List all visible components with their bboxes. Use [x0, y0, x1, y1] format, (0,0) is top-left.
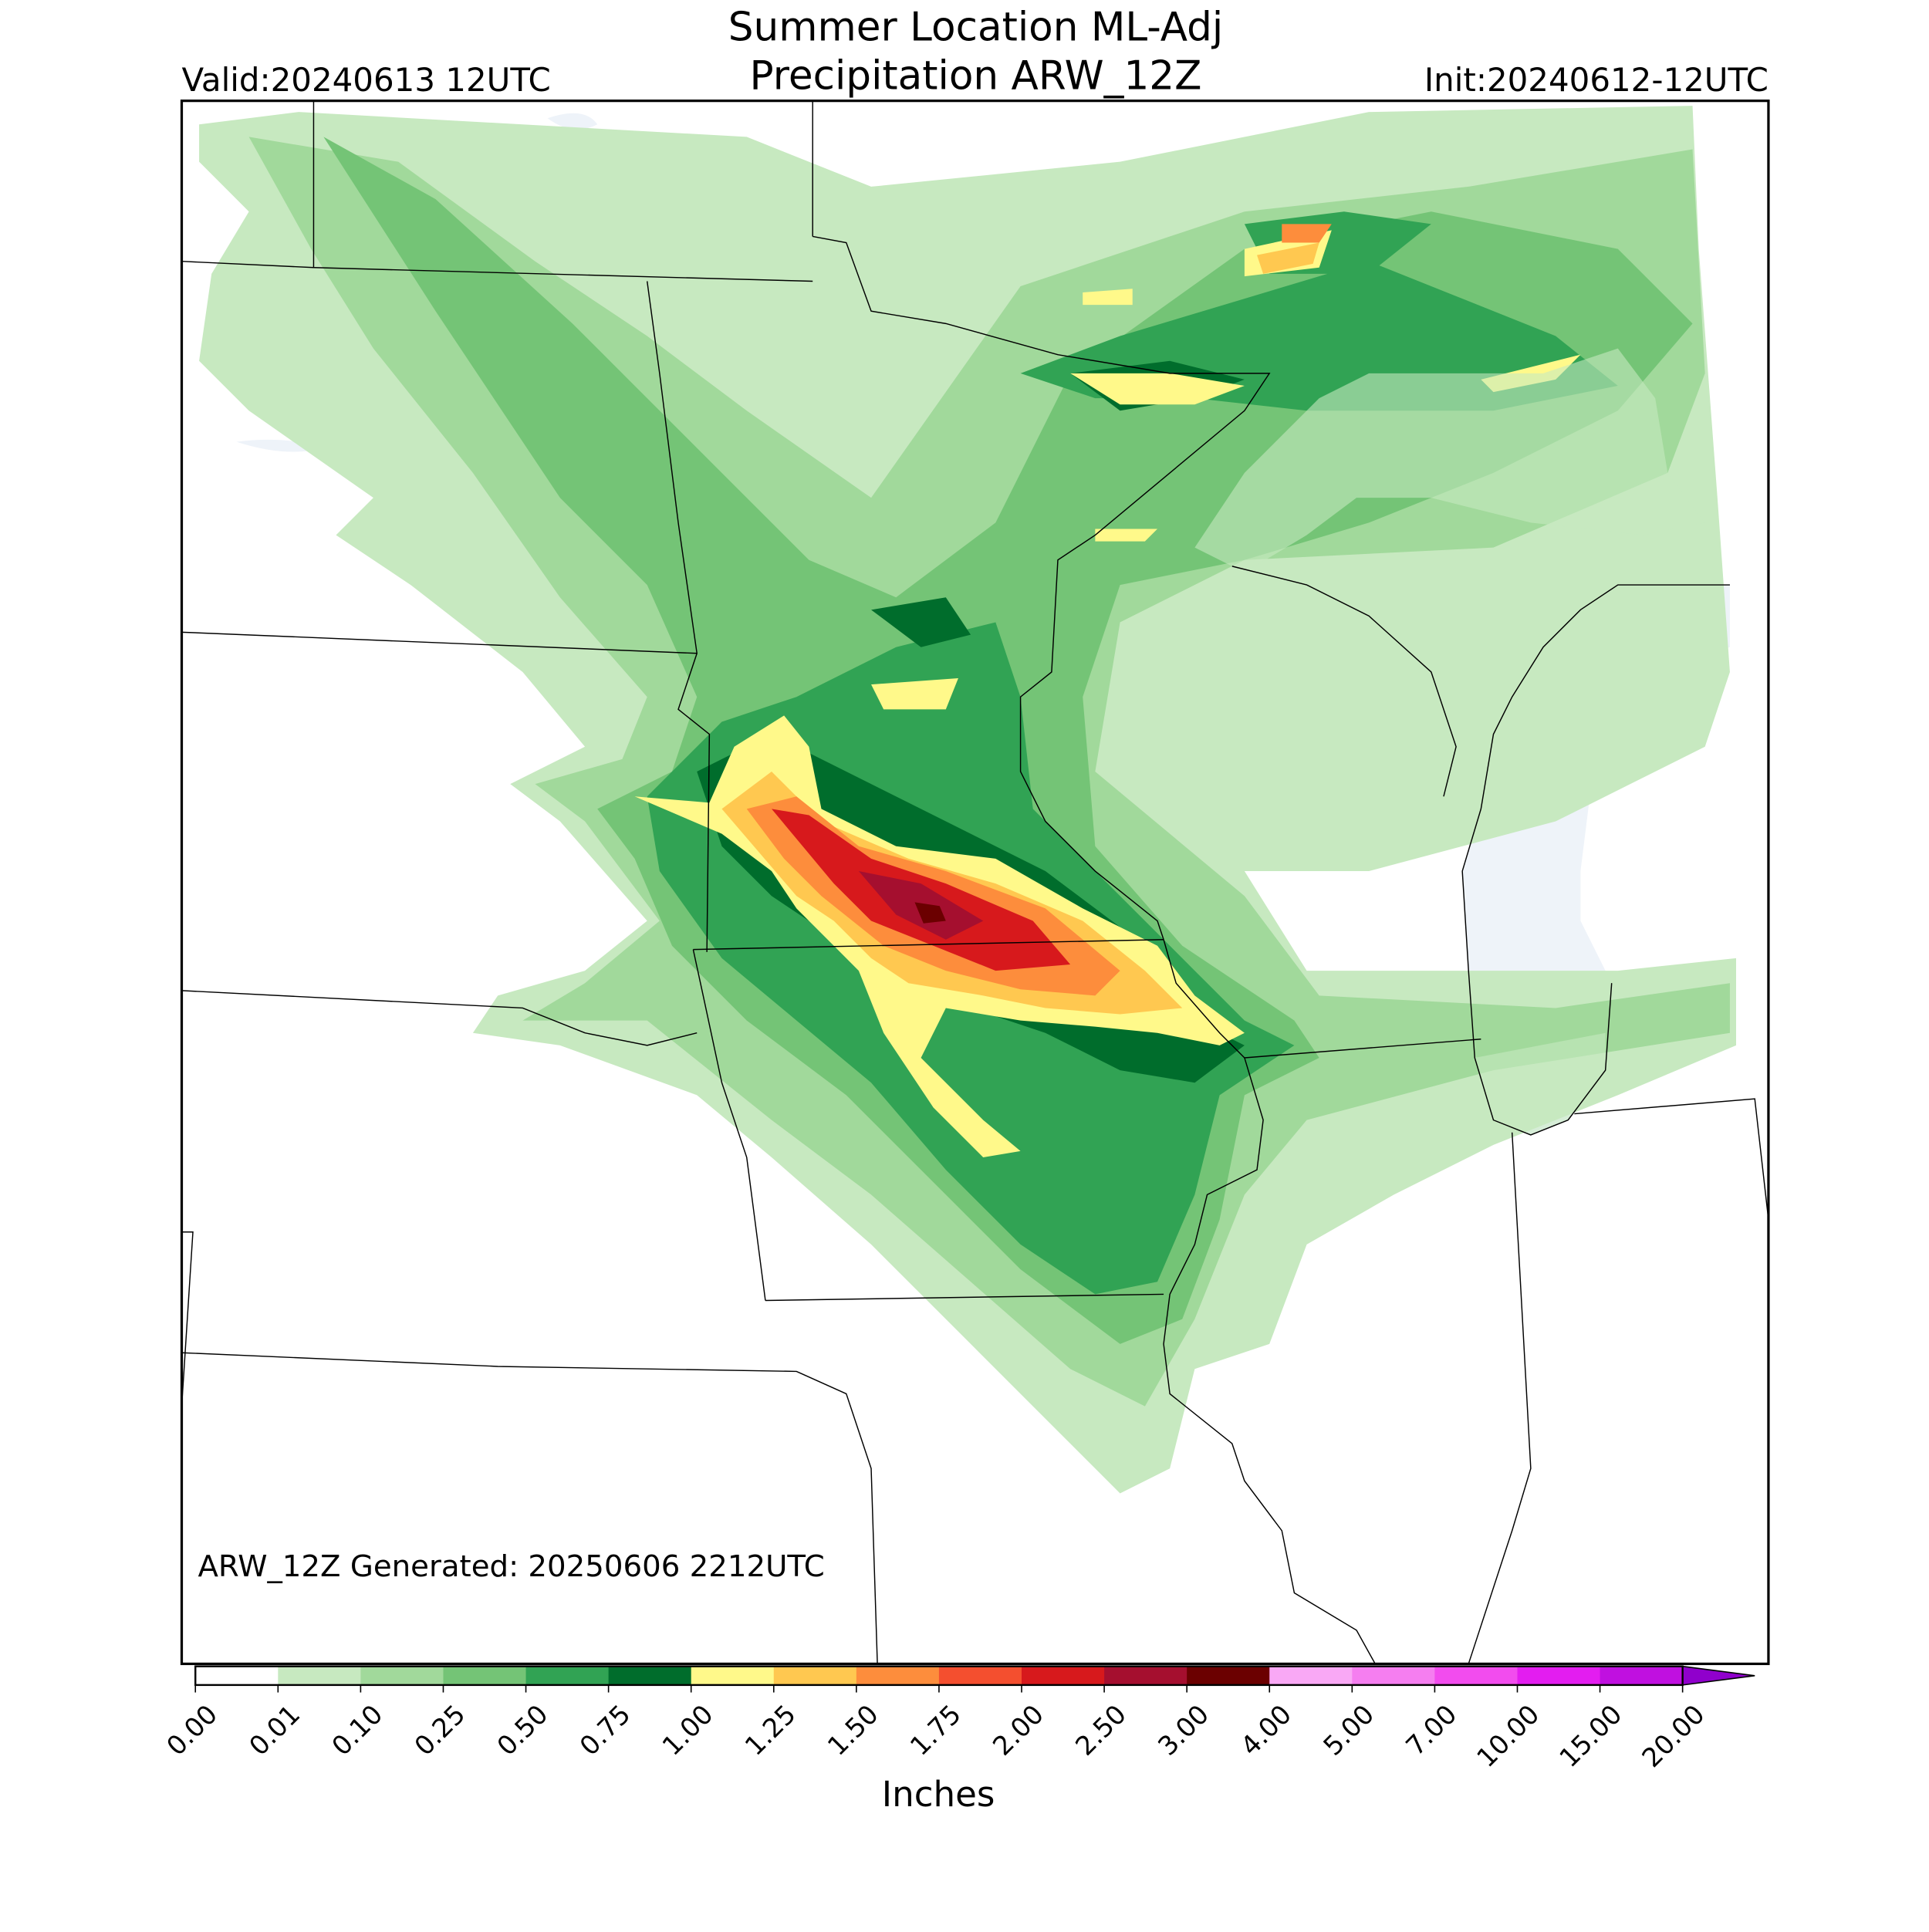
colorbar-tick-label: 0.00 [160, 1699, 223, 1761]
colorbar-tick-label: 7.00 [1400, 1699, 1463, 1761]
colorbar-tick-label: 0.50 [492, 1699, 554, 1761]
title-line1: Summer Location ML-Adj [728, 5, 1223, 51]
colorbar-tick-label: 0.01 [244, 1699, 306, 1761]
colorbar-tick-label: 1.25 [739, 1699, 802, 1761]
colorbar-tick-label: 10.00 [1471, 1699, 1545, 1773]
colorbar-tick-label: 0.75 [574, 1699, 637, 1761]
colorbar-segment [773, 1666, 857, 1685]
colorbar-segment [608, 1666, 692, 1685]
state-borders [181, 100, 1769, 1664]
init-time: Init:20240612-12UTC [1424, 61, 1769, 99]
colorbar-tick-label: 1.00 [657, 1699, 719, 1761]
generated-note: ARW_12Z Generated: 20250606 2212UTC [198, 1549, 824, 1584]
colorbar-tick-label: 1.50 [822, 1699, 884, 1761]
colorbar-segment [1269, 1666, 1353, 1685]
colorbar-segment [195, 1666, 279, 1685]
colorbar-segment [360, 1666, 444, 1685]
colorbar-segment [443, 1666, 527, 1685]
colorbar-segment [856, 1666, 940, 1685]
colorbar-tick-label: 0.10 [326, 1699, 389, 1761]
colorbar-segment [1352, 1666, 1436, 1685]
colorbar-segment [691, 1666, 775, 1685]
colorbar-segment [1600, 1666, 1684, 1685]
colorbar-tick-label: 20.00 [1637, 1699, 1711, 1773]
valid-time: Valid:20240613 12UTC [181, 61, 550, 99]
map: ARW_12Z Generated: 20250606 2212UTC [181, 100, 1769, 1664]
precipitation [199, 106, 1737, 1494]
title-line2: Precipitation ARW_12Z [750, 53, 1202, 100]
colorbar-tick-label: 3.00 [1152, 1699, 1214, 1761]
colorbar-label: Inches [882, 1774, 995, 1815]
colorbar-tick-label: 2.50 [1069, 1699, 1132, 1761]
colorbar-segment [938, 1666, 1022, 1685]
colorbar-segment [1104, 1666, 1187, 1685]
colorbar-segment [278, 1666, 362, 1685]
colorbar-tick-label: 2.00 [987, 1699, 1049, 1761]
colorbar-segment [1187, 1666, 1271, 1685]
colorbar-tick-label: 0.25 [409, 1699, 471, 1761]
colorbar-tick-label: 5.00 [1318, 1699, 1380, 1761]
colorbar-segment [1022, 1666, 1105, 1685]
colorbar-tick-label: 15.00 [1554, 1699, 1628, 1773]
colorbar-segment [525, 1666, 610, 1685]
colorbar-extend [1681, 1665, 1755, 1686]
colorbar-tick-label: 1.75 [904, 1699, 967, 1761]
map-frame [180, 100, 1770, 1666]
colorbar-tick-label: 4.00 [1235, 1699, 1297, 1761]
colorbar-segment [1517, 1666, 1601, 1685]
colorbar: 0.00 0.01 0.10 0.25 0.50 0.75 1.00 1.25 1.50 1.75… [160, 1665, 1755, 1773]
colorbar-frame [194, 1665, 1684, 1687]
colorbar-segment [1434, 1666, 1519, 1685]
